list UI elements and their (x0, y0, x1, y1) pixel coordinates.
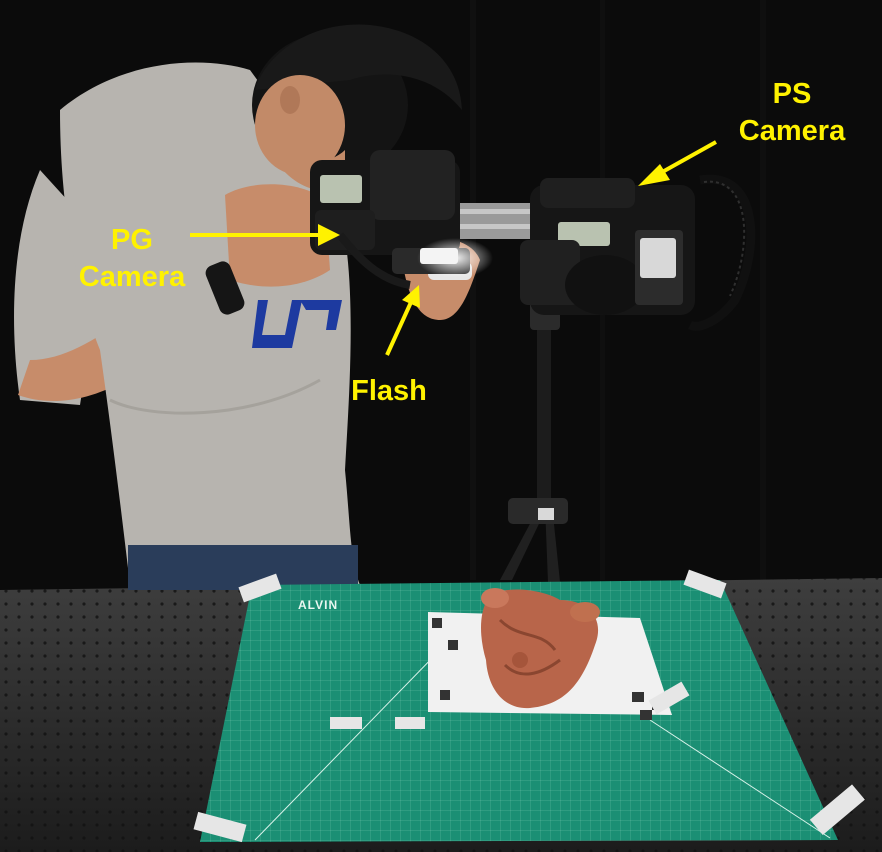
pg-camera-label-line1: PG (111, 224, 153, 256)
wristband (205, 261, 245, 315)
ps-camera-label-line1: PS (772, 78, 812, 110)
pg-camera-label-line2: Camera (78, 261, 186, 293)
annotation-arrows (190, 140, 717, 356)
ps-camera-label: PS Camera (722, 76, 862, 150)
shirt-logo (252, 300, 302, 348)
face (255, 75, 345, 175)
pg-camera (310, 150, 493, 289)
jeans (128, 545, 358, 590)
flash-label-line1: Flash (351, 375, 427, 407)
tripod (500, 300, 568, 582)
terracotta-sculpture (481, 588, 600, 709)
flash-arrow (385, 299, 414, 356)
mat-brand-logo: ALVIN (298, 598, 339, 612)
ps-camera-label-line2: Camera (738, 115, 846, 147)
ps-camera (520, 174, 756, 331)
pg-camera-label: PG Camera (58, 222, 206, 296)
flash-label: Flash (338, 373, 440, 410)
